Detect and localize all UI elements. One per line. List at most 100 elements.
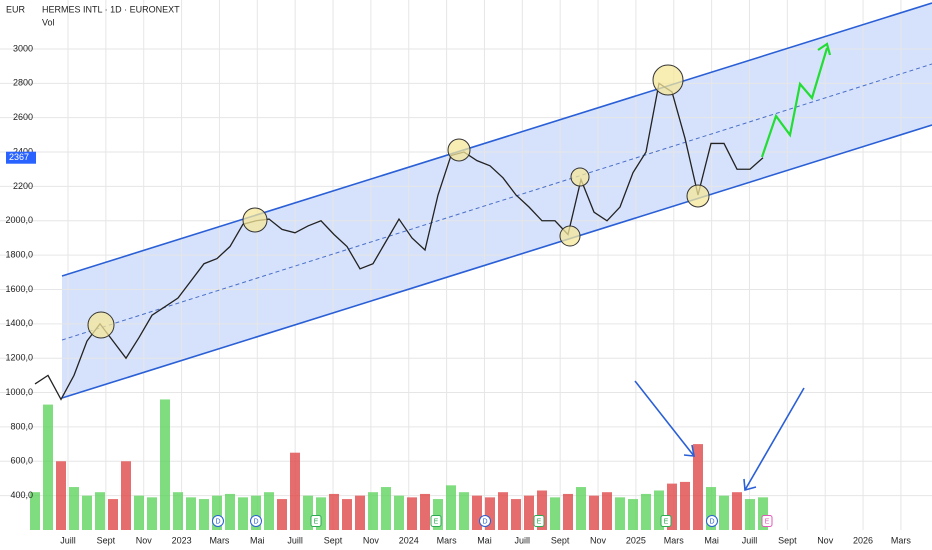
- volume-bar: [485, 497, 495, 530]
- event-badge: [706, 515, 718, 527]
- volume-bar: [615, 497, 625, 530]
- y-tick-label: 1200,0: [5, 353, 33, 363]
- volume-bar: [108, 499, 118, 530]
- x-tick-label: Sept: [551, 535, 570, 545]
- volume-bar: [589, 495, 599, 530]
- event-label: E: [314, 518, 319, 525]
- y-tick-label: 3000: [13, 43, 33, 53]
- x-tick-label: Nov: [590, 535, 607, 545]
- projection-arrow: [760, 47, 829, 158]
- volume-bar: [693, 444, 703, 530]
- volume-bar: [95, 492, 105, 530]
- x-tick-label: Mai: [704, 535, 719, 545]
- volume-bar: [355, 495, 365, 530]
- volume-bar: [303, 495, 313, 530]
- volume-bar: [420, 493, 430, 530]
- event-marker: E: [310, 515, 322, 527]
- volume-bar: [251, 495, 261, 530]
- volume-bar: [277, 499, 287, 530]
- y-tick-label: 2400: [13, 146, 33, 156]
- volume-bar: [173, 492, 183, 530]
- event-label: E: [664, 518, 669, 525]
- volume-bar: [290, 452, 300, 530]
- volume-bar: [186, 497, 196, 530]
- volume-bar: [69, 487, 79, 530]
- volume-bar: [680, 481, 690, 530]
- x-tick-label: 2025: [626, 535, 646, 545]
- volume-bar: [147, 497, 157, 530]
- arrow-head: [743, 478, 757, 492]
- volume-bar: [732, 492, 742, 530]
- volume-bar: [602, 492, 612, 530]
- event-badge: [761, 515, 773, 527]
- volume-bar: [394, 495, 404, 530]
- highlight: [570, 167, 590, 187]
- grid: [0, 0, 932, 530]
- symbol-title: HERMES INTL · 1D · EURONEXT: [42, 4, 180, 14]
- event-marker: D: [479, 515, 491, 527]
- event-marker: E: [761, 515, 773, 527]
- event-badge: [479, 515, 491, 527]
- event-label: D: [482, 518, 487, 525]
- event-label: D: [709, 518, 714, 525]
- volume-bar: [342, 499, 352, 530]
- arrow-head: [817, 42, 832, 56]
- volume-bar: [56, 461, 66, 530]
- highlight: [87, 311, 115, 339]
- y-tick-label: 600,0: [10, 456, 33, 466]
- event-label: D: [253, 518, 258, 525]
- event-label: E: [434, 518, 439, 525]
- volume-bar: [316, 497, 326, 530]
- y-tick-label: 1600,0: [5, 284, 33, 294]
- volume-bar: [654, 490, 664, 530]
- y-tick-label: 400,0: [10, 490, 33, 500]
- volume-bar: [706, 487, 716, 530]
- y-tick-label: 2800: [13, 78, 33, 88]
- volume-bar: [43, 404, 53, 530]
- channel-upper: [61, 2, 932, 277]
- event-badge: [533, 515, 545, 527]
- event-badge: [212, 515, 224, 527]
- volume-bar: [121, 461, 131, 530]
- y-tick-label: 1400,0: [5, 318, 33, 328]
- x-tick-label: Sept: [97, 535, 116, 545]
- highlight: [686, 184, 710, 208]
- volume-bar: [576, 487, 586, 530]
- highlights: [87, 64, 710, 339]
- y-tick-label: 800,0: [10, 421, 33, 431]
- volume-bar: [134, 495, 144, 530]
- price-line: [34, 82, 764, 401]
- x-tick-label: 2026: [853, 535, 873, 545]
- volume-bar: [238, 497, 248, 530]
- volume-bar: [212, 495, 222, 530]
- y-tick-label: 2000,0: [5, 215, 33, 225]
- event-badge: [660, 515, 672, 527]
- x-tick-label: Nov: [363, 535, 380, 545]
- volume-bar: [719, 495, 729, 530]
- x-tick-label: Mars: [664, 535, 684, 545]
- event-label: E: [765, 518, 770, 525]
- volume-bar: [225, 493, 235, 530]
- volume-bar: [667, 483, 677, 530]
- volume-bars: [30, 399, 768, 530]
- volume-bar: [30, 492, 40, 530]
- volume-bar: [524, 495, 534, 530]
- volume-bar: [407, 497, 417, 530]
- arrow-head: [683, 444, 695, 457]
- x-tick-label: 2023: [172, 535, 192, 545]
- volume-bar: [329, 493, 339, 530]
- y-tick-label: 1800,0: [5, 249, 33, 259]
- x-tick-label: 2024: [399, 535, 419, 545]
- volume-bar: [160, 399, 170, 530]
- event-marker: E: [660, 515, 672, 527]
- x-tick-label: Nov: [136, 535, 153, 545]
- volume-bar: [446, 485, 456, 530]
- event-badge: [430, 515, 442, 527]
- x-tick-label: Mars: [209, 535, 229, 545]
- y-tick-label: 2200: [13, 181, 33, 191]
- highlight: [652, 64, 684, 96]
- price: [34, 82, 764, 401]
- volume-bar: [199, 499, 209, 530]
- channel-mid: [61, 63, 932, 341]
